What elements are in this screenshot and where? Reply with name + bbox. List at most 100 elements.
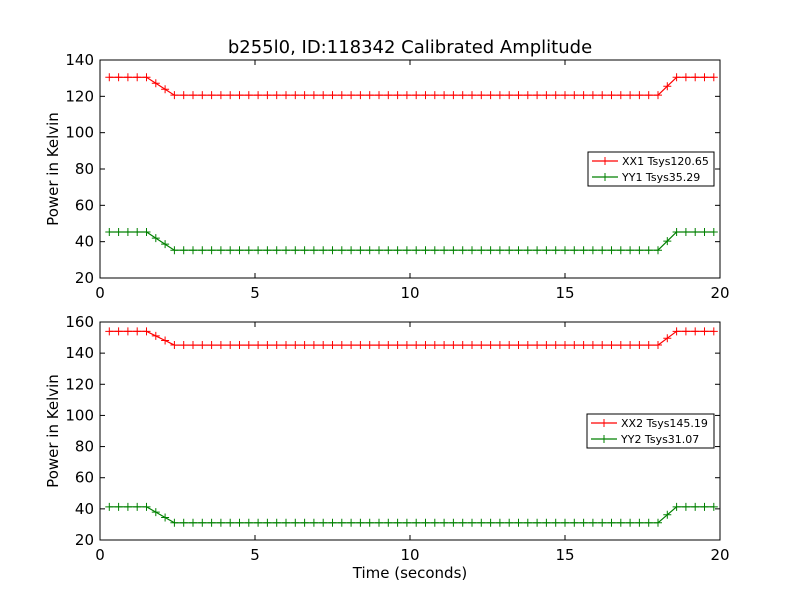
- data-point: [179, 246, 188, 255]
- data-point: [561, 91, 569, 100]
- data-point: [681, 327, 690, 336]
- data-point: [430, 518, 439, 527]
- data-point: [672, 228, 681, 237]
- series-line-2: [109, 506, 714, 524]
- data-point: [672, 73, 681, 82]
- data-point: [365, 518, 374, 527]
- data-point: [347, 91, 356, 100]
- legend-label: XX2 Tsys145.19: [621, 417, 708, 430]
- data-point: [654, 91, 662, 100]
- data-point: [626, 246, 635, 255]
- data-point: [607, 341, 616, 350]
- data-point: [495, 341, 504, 350]
- data-point: [235, 518, 244, 527]
- y-tick-label: 40: [75, 500, 94, 518]
- data-point: [328, 341, 337, 350]
- x-tick-label: 15: [555, 284, 574, 302]
- data-point: [309, 246, 318, 255]
- data-point: [356, 518, 365, 527]
- data-point: [179, 91, 188, 100]
- data-point: [226, 518, 235, 527]
- data-point: [486, 518, 495, 527]
- data-point: [663, 82, 672, 91]
- data-point: [142, 502, 151, 511]
- x-tick-label: 5: [250, 284, 260, 302]
- y-tick-label: 60: [75, 196, 94, 214]
- legend-label: YY1 Tsys35.29: [621, 171, 700, 184]
- data-point: [142, 73, 151, 82]
- data-point: [681, 502, 690, 511]
- data-point: [207, 518, 216, 527]
- data-point: [328, 91, 337, 100]
- data-point: [244, 246, 253, 255]
- data-point: [505, 91, 514, 100]
- series-line-2: [109, 231, 714, 251]
- x-tick-label: 15: [555, 546, 574, 564]
- data-point: [495, 91, 504, 100]
- legend-label: YY2 Tsys31.07: [620, 433, 699, 446]
- data-point: [542, 341, 551, 350]
- data-point: [477, 341, 486, 350]
- data-point: [198, 518, 207, 527]
- x-axis-label: Time (seconds): [352, 564, 468, 582]
- data-point: [561, 518, 569, 527]
- data-point: [114, 502, 123, 511]
- data-point: [468, 246, 476, 255]
- data-point: [514, 91, 523, 100]
- data-point: [300, 246, 309, 255]
- data-point: [207, 341, 216, 350]
- data-point: [635, 91, 644, 100]
- y-tick-label: 20: [75, 531, 94, 549]
- data-point: [282, 91, 290, 100]
- y-tick-label: 140: [65, 51, 94, 69]
- data-point: [551, 518, 560, 527]
- data-point: [700, 327, 709, 336]
- data-point: [170, 341, 179, 350]
- data-point: [542, 518, 551, 527]
- data-point: [263, 91, 272, 100]
- data-point: [486, 341, 495, 350]
- data-point: [375, 246, 383, 255]
- data-point: [654, 518, 662, 527]
- data-point: [254, 246, 263, 255]
- data-point: [356, 341, 365, 350]
- data-point: [244, 341, 253, 350]
- data-point: [254, 91, 263, 100]
- y-tick-label: 100: [65, 124, 94, 142]
- data-point: [235, 341, 244, 350]
- data-point: [123, 327, 132, 336]
- data-point: [375, 91, 383, 100]
- x-tick-label: 20: [710, 284, 729, 302]
- data-point: [263, 246, 272, 255]
- legend-swatch-marker: [601, 157, 609, 165]
- data-point: [700, 228, 709, 237]
- data-point: [458, 341, 467, 350]
- data-point: [300, 341, 309, 350]
- data-point: [588, 91, 597, 100]
- data-point: [393, 91, 402, 100]
- data-point: [598, 246, 607, 255]
- data-point: [607, 246, 616, 255]
- data-point: [309, 518, 318, 527]
- figure-title: b255l0, ID:118342 Calibrated Amplitude: [228, 37, 592, 58]
- data-point: [402, 341, 411, 350]
- data-point: [672, 327, 681, 336]
- data-point: [235, 91, 244, 100]
- data-point: [551, 246, 560, 255]
- data-point: [449, 91, 458, 100]
- data-point: [412, 91, 421, 100]
- y-tick-label: 60: [75, 469, 94, 487]
- data-point: [337, 91, 346, 100]
- data-point: [402, 246, 411, 255]
- data-point: [654, 341, 662, 350]
- data-point: [319, 341, 328, 350]
- data-point: [430, 246, 439, 255]
- data-point: [272, 91, 281, 100]
- data-point: [421, 246, 430, 255]
- y-tick-label: 160: [65, 313, 94, 331]
- data-point: [244, 518, 253, 527]
- data-point: [328, 518, 337, 527]
- data-point: [533, 91, 542, 100]
- legend-label: XX1 Tsys120.65: [622, 155, 709, 168]
